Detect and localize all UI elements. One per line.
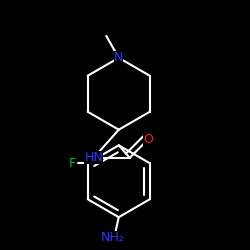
Text: NH₂: NH₂ — [101, 231, 124, 244]
Text: N: N — [114, 51, 124, 64]
Text: F: F — [68, 157, 75, 170]
Text: O: O — [144, 132, 153, 145]
Text: HN: HN — [84, 151, 103, 164]
